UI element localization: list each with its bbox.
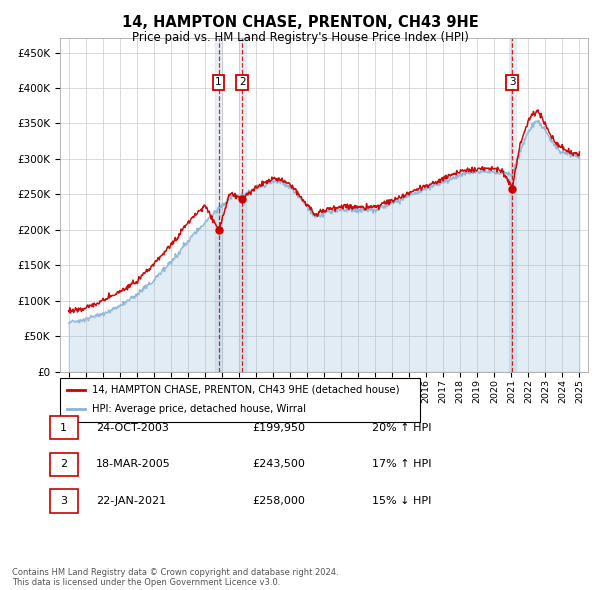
Text: 3: 3 xyxy=(509,77,515,87)
Bar xyxy=(215,38,222,372)
Text: HPI: Average price, detached house, Wirral: HPI: Average price, detached house, Wirr… xyxy=(92,405,307,414)
FancyBboxPatch shape xyxy=(50,489,77,513)
Text: £199,950: £199,950 xyxy=(252,423,305,432)
FancyBboxPatch shape xyxy=(50,453,77,476)
Text: £258,000: £258,000 xyxy=(252,496,305,506)
Bar xyxy=(239,38,246,372)
Text: 1: 1 xyxy=(60,423,67,432)
Text: 17% ↑ HPI: 17% ↑ HPI xyxy=(372,460,431,469)
Bar xyxy=(509,38,516,372)
Text: 14, HAMPTON CHASE, PRENTON, CH43 9HE (detached house): 14, HAMPTON CHASE, PRENTON, CH43 9HE (de… xyxy=(92,385,400,395)
Text: 22-JAN-2021: 22-JAN-2021 xyxy=(96,496,166,506)
FancyBboxPatch shape xyxy=(60,378,420,422)
Text: 2: 2 xyxy=(239,77,246,87)
Text: Contains HM Land Registry data © Crown copyright and database right 2024.
This d: Contains HM Land Registry data © Crown c… xyxy=(12,568,338,587)
Text: £243,500: £243,500 xyxy=(252,460,305,469)
Text: 2: 2 xyxy=(60,460,67,469)
Text: 1: 1 xyxy=(215,77,222,87)
Text: 24-OCT-2003: 24-OCT-2003 xyxy=(96,423,169,432)
Text: Price paid vs. HM Land Registry's House Price Index (HPI): Price paid vs. HM Land Registry's House … xyxy=(131,31,469,44)
FancyBboxPatch shape xyxy=(50,416,77,440)
Text: 20% ↑ HPI: 20% ↑ HPI xyxy=(372,423,431,432)
Text: 3: 3 xyxy=(60,496,67,506)
Text: 18-MAR-2005: 18-MAR-2005 xyxy=(96,460,171,469)
Text: 15% ↓ HPI: 15% ↓ HPI xyxy=(372,496,431,506)
Text: 14, HAMPTON CHASE, PRENTON, CH43 9HE: 14, HAMPTON CHASE, PRENTON, CH43 9HE xyxy=(122,15,478,30)
